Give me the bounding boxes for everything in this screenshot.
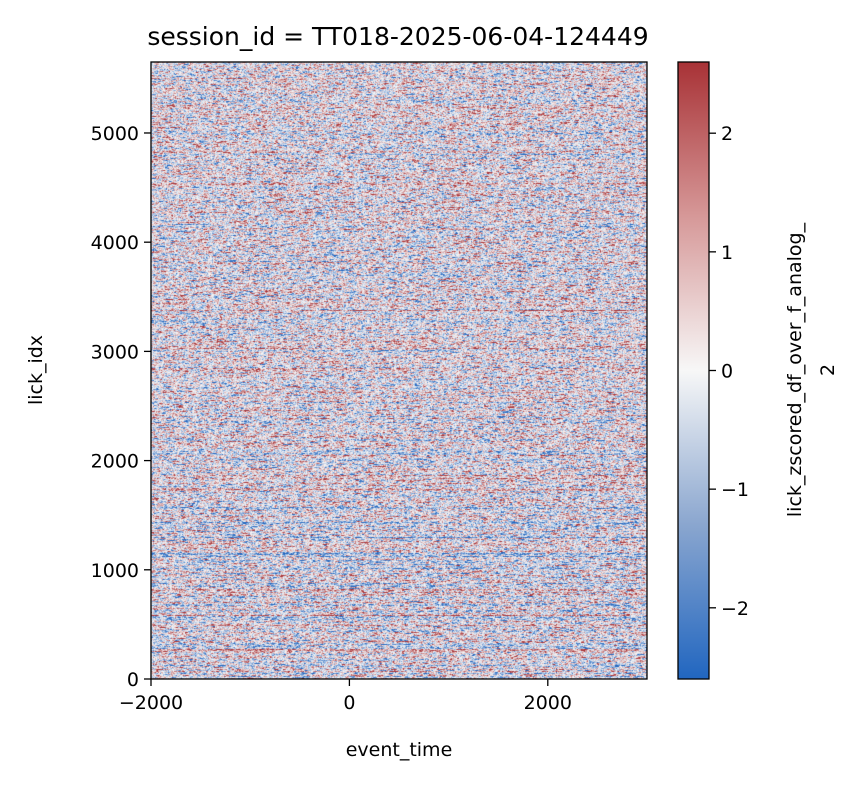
- colorbar-tick-label: −1: [721, 479, 749, 501]
- colorbar-tick-label: 1: [721, 242, 733, 264]
- colorbar-tick-label: −2: [721, 598, 749, 620]
- y-tick-label: 1000: [91, 560, 139, 582]
- x-tick-label: 0: [343, 692, 355, 714]
- x-axis-label: event_time: [346, 739, 453, 761]
- colorbar-axis: −2 −1 0 1 2: [709, 123, 749, 620]
- colorbar-tick-label: 0: [721, 361, 733, 383]
- y-axis: 0 1000 2000 3000 4000 5000: [91, 123, 151, 691]
- y-tick-label: 4000: [91, 232, 139, 254]
- colorbar-tick-label: 2: [721, 123, 733, 145]
- colorbar: −2 −1 0 1 2 lick_zscored_df_over_f_analog_ 2: [677, 61, 839, 680]
- colorbar-gradient: [677, 61, 710, 680]
- x-tick-label: −2000: [119, 692, 183, 714]
- heatmap-canvas: [151, 62, 647, 679]
- y-axis-label: lick_idx: [25, 335, 47, 405]
- y-tick-label: 0: [127, 669, 139, 691]
- y-tick-label: 3000: [91, 341, 139, 363]
- heatmap-plot: [150, 61, 648, 680]
- x-tick-label: 2000: [524, 692, 572, 714]
- plot-frame: [150, 61, 648, 680]
- chart-title: session_id = TT018-2025-06-04-124449: [147, 22, 648, 51]
- colorbar-label-line2: 2: [817, 364, 839, 376]
- colorbar-label-line1: lick_zscored_df_over_f_analog_: [784, 222, 806, 517]
- x-axis: −2000 0 2000: [119, 679, 572, 714]
- y-tick-label: 2000: [91, 451, 139, 473]
- y-tick-label: 5000: [91, 123, 139, 145]
